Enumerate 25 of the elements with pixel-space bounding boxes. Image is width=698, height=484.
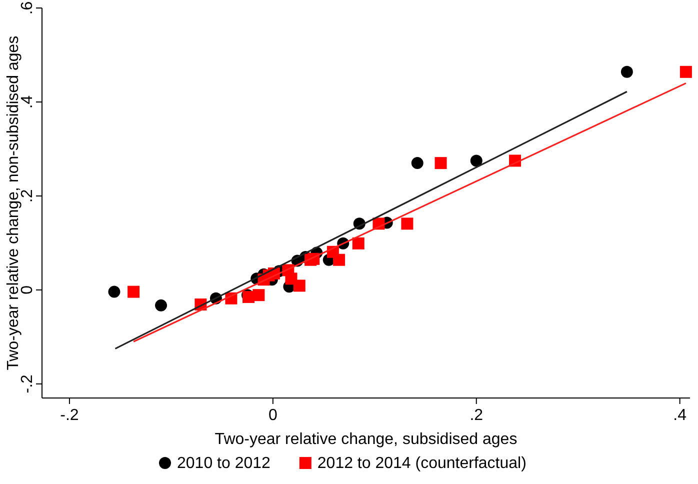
point bbox=[128, 286, 140, 298]
point bbox=[434, 157, 447, 170]
x-tick-label: .4 bbox=[673, 407, 687, 424]
point bbox=[293, 280, 306, 292]
y-tick-label: 0 bbox=[19, 285, 36, 294]
x-tick-label: .2 bbox=[470, 407, 484, 424]
x-tick-label: -.2 bbox=[60, 407, 79, 424]
legend-label: 2012 to 2014 (counterfactual) bbox=[317, 455, 526, 472]
legend-label: 2010 to 2012 bbox=[177, 455, 271, 472]
point bbox=[470, 154, 482, 167]
point bbox=[333, 254, 346, 266]
point bbox=[352, 237, 364, 250]
point bbox=[155, 299, 168, 312]
y-tick-label: .6 bbox=[19, 1, 36, 15]
point bbox=[411, 157, 424, 170]
y-tick-label: -.2 bbox=[19, 374, 36, 394]
y-axis-title: Two-year relative change, non-subsidised ages bbox=[5, 36, 22, 370]
point bbox=[680, 66, 692, 78]
point bbox=[252, 289, 265, 302]
point bbox=[108, 286, 120, 298]
x-tick-label: 0 bbox=[268, 407, 278, 424]
point bbox=[620, 66, 633, 78]
point bbox=[401, 218, 414, 230]
x-axis-title: Two-year relative change, subsidised ages bbox=[214, 431, 518, 448]
y-tick-label: .4 bbox=[19, 95, 36, 109]
